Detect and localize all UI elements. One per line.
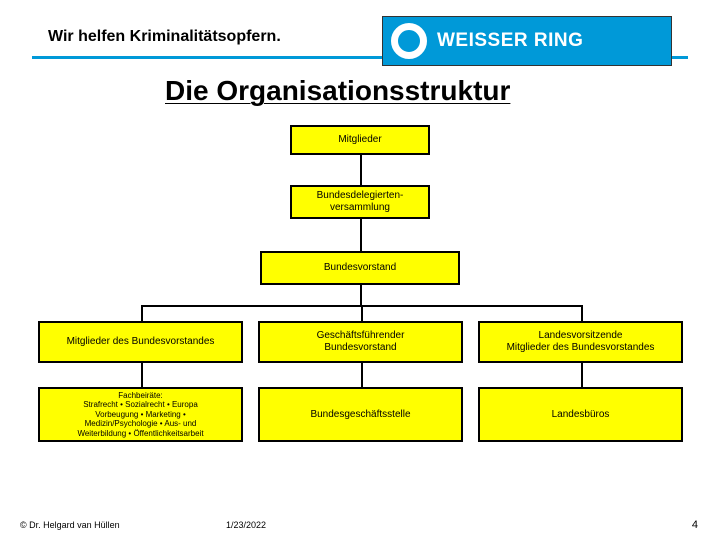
org-node: Landesbüros [478,387,683,442]
footer-date: 1/23/2022 [226,520,266,530]
org-node: Mitglieder des Bundesvorstandes [38,321,243,363]
ring-icon [391,23,427,59]
org-node: LandesvorsitzendeMitglieder des Bundesvo… [478,321,683,363]
brand-logo: WEISSER RING [382,16,672,66]
tagline: Wir helfen Kriminalitätsopfern. [48,28,281,46]
logo-text: WEISSER RING [437,30,583,52]
org-node: Fachbeiräte:Strafrecht • Sozialrecht • E… [38,387,243,442]
org-node: Bundesgeschäftsstelle [258,387,463,442]
page-number: 4 [692,519,698,531]
org-node: GeschäftsführenderBundesvorstand [258,321,463,363]
org-node: Bundesvorstand [260,251,460,285]
footer: © Dr. Helgard van Hüllen 1/23/2022 4 [0,520,720,530]
copyright: © Dr. Helgard van Hüllen [20,520,120,530]
org-node: Bundesdelegierten-versammlung [290,185,430,219]
page-title: Die Organisationsstruktur [0,75,720,107]
org-chart: Mitglieder Bundesdelegierten-versammlung B… [0,107,720,457]
org-node: Mitglieder [290,125,430,155]
